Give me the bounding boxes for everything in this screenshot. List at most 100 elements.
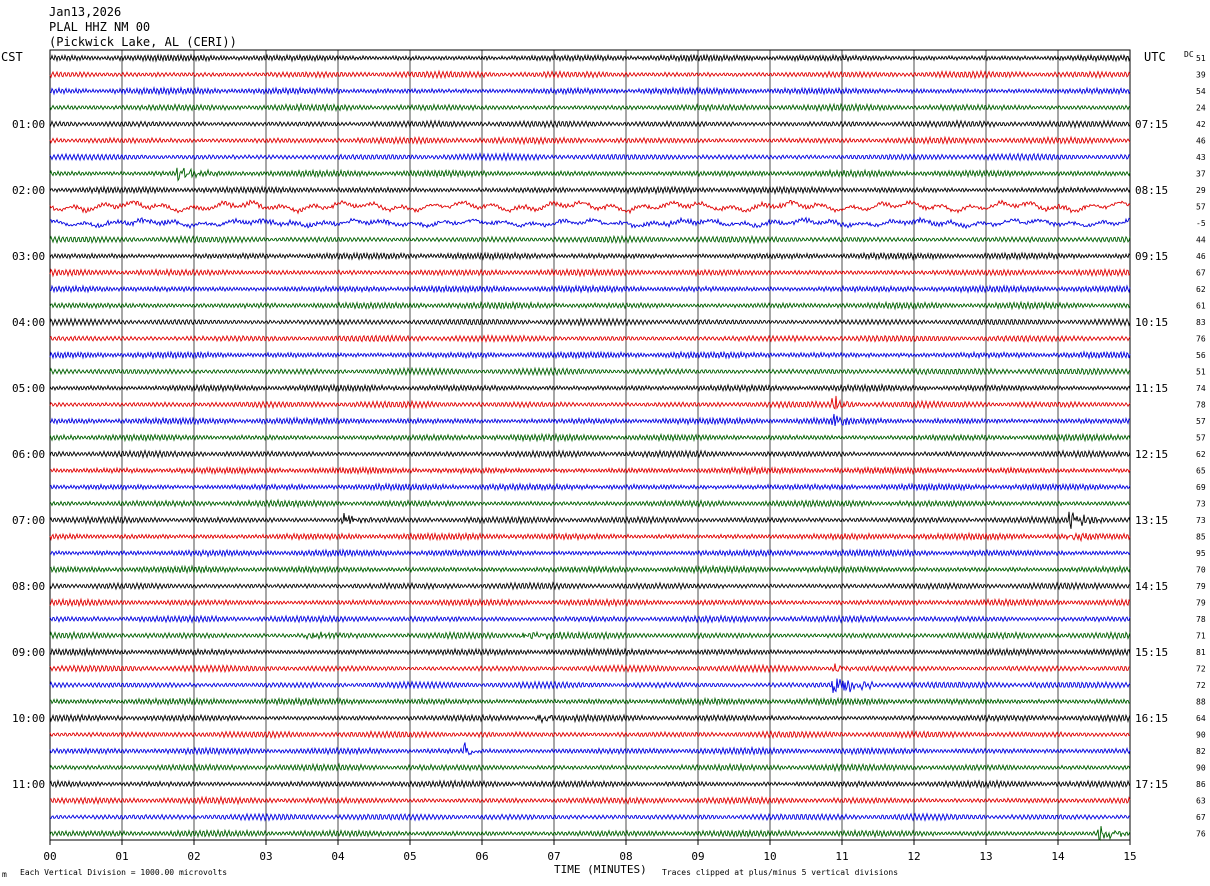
trace-row-20 — [49, 383, 1131, 393]
cst-hour-labels: 01:00 02:00 03:00 04:00 05:00 06:00 07:00 08:00… — [12, 118, 45, 791]
x-tick-label: 15 — [1123, 850, 1136, 863]
x-tick-label: 11 — [835, 850, 848, 863]
dc-offset-label: 67 — [1196, 813, 1206, 822]
dc-offset-label: 29 — [1196, 186, 1206, 195]
trace-row-3 — [49, 102, 1131, 113]
trace-row-1 — [49, 69, 1131, 80]
trace-row-0 — [49, 53, 1131, 63]
dc-offset-label: 51 — [1196, 368, 1206, 377]
dc-offset-label: 46 — [1196, 252, 1206, 261]
dc-offset-label: 71 — [1196, 632, 1206, 641]
trace-row-29 — [49, 531, 1131, 543]
x-tick-label: 12 — [907, 850, 920, 863]
dc-offset-label: 88 — [1196, 698, 1206, 707]
trace-row-26 — [49, 482, 1131, 492]
trace-row-8 — [49, 185, 1131, 196]
trace-row-33 — [49, 597, 1131, 608]
dc-offset-label: 76 — [1196, 335, 1206, 344]
x-tick-label: 04 — [331, 850, 345, 863]
cst-hour-label: 10:00 — [12, 712, 45, 725]
utc-hour-label: 14:15 — [1135, 580, 1168, 593]
clip-note: Traces clipped at plus/minus 5 vertical … — [662, 868, 898, 877]
dc-offset-label: 83 — [1196, 318, 1206, 327]
dc-offset-label: 46 — [1196, 137, 1206, 146]
x-tick-label: 03 — [259, 850, 272, 863]
minute-gridlines — [121, 50, 1059, 840]
dc-offset-label: 72 — [1196, 681, 1206, 690]
trace-row-13 — [49, 267, 1131, 278]
trace-row-28 — [49, 511, 1131, 529]
dc-offset-label: 65 — [1196, 467, 1206, 476]
utc-hour-label: 07:15 — [1135, 118, 1168, 131]
scale-note: Each Vertical Division = 1000.00 microvo… — [20, 868, 227, 877]
utc-hour-label: 13:15 — [1135, 514, 1168, 527]
dc-offset-label: 86 — [1196, 780, 1206, 789]
dc-offset-label: 63 — [1196, 797, 1206, 806]
trace-row-36 — [49, 647, 1131, 657]
trace-row-45 — [49, 795, 1131, 806]
trace-row-41 — [49, 729, 1131, 740]
trace-row-25 — [49, 465, 1131, 476]
trace-row-32 — [49, 581, 1131, 591]
dc-offset-label: 76 — [1196, 830, 1206, 839]
utc-hour-label: 15:15 — [1135, 646, 1168, 659]
trace-row-7 — [49, 167, 1131, 182]
utc-hour-label: 12:15 — [1135, 448, 1168, 461]
trace-row-37 — [49, 663, 1131, 674]
cst-hour-label: 02:00 — [12, 184, 45, 197]
trace-row-31 — [49, 564, 1131, 575]
trace-row-18 — [49, 350, 1131, 360]
dc-offset-label: 90 — [1196, 764, 1206, 773]
cst-hour-label: 04:00 — [12, 316, 45, 329]
dc-offset-label: 57 — [1196, 203, 1206, 212]
trace-row-16 — [49, 317, 1131, 327]
trace-row-39 — [49, 696, 1131, 707]
dc-offset-label: 74 — [1196, 384, 1206, 393]
dc-offset-label: 70 — [1196, 566, 1206, 575]
utc-hour-label: 10:15 — [1135, 316, 1168, 329]
dc-offset-label: 57 — [1196, 417, 1206, 426]
footer-mark: m — [2, 870, 7, 879]
dc-header-label: DC — [1184, 50, 1194, 59]
dc-offset-label: 24 — [1196, 104, 1206, 113]
dc-offset-label: 43 — [1196, 153, 1206, 162]
dc-offset-label: 81 — [1196, 648, 1206, 657]
dc-offset-label: 79 — [1196, 599, 1206, 608]
dc-offset-label: -5 — [1196, 219, 1206, 228]
trace-row-6 — [49, 151, 1131, 162]
plot-frame — [49, 49, 1131, 841]
trace-row-19 — [49, 366, 1131, 377]
cst-hour-label: 07:00 — [12, 514, 45, 527]
utc-hour-label: 09:15 — [1135, 250, 1168, 263]
dc-offset-label: 62 — [1196, 285, 1206, 294]
cst-hour-label: 09:00 — [12, 646, 45, 659]
trace-row-15 — [49, 300, 1131, 311]
cst-hour-label: 03:00 — [12, 250, 45, 263]
dc-offset-label: 64 — [1196, 714, 1206, 723]
x-tick-label: 14 — [1051, 850, 1065, 863]
left-timezone-label: CST — [1, 50, 23, 64]
x-tick-label: 07 — [547, 850, 560, 863]
cst-hour-label: 08:00 — [12, 580, 45, 593]
trace-row-2 — [49, 86, 1131, 96]
dc-offset-label: 39 — [1196, 71, 1206, 80]
cst-hour-label: 06:00 — [12, 448, 45, 461]
x-tick-label: 02 — [187, 850, 200, 863]
dc-offset-label: 79 — [1196, 582, 1206, 591]
trace-row-40 — [49, 713, 1131, 725]
dc-offset-label: 73 — [1196, 500, 1206, 509]
cst-hour-label: 05:00 — [12, 382, 45, 395]
dc-offset-label: 90 — [1196, 731, 1206, 740]
utc-hour-labels: 07:15 08:15 09:15 10:15 11:15 12:15 13:15 14:15… — [1135, 118, 1168, 791]
utc-hour-label: 17:15 — [1135, 778, 1168, 791]
x-tick-label: 01 — [115, 850, 128, 863]
dc-offset-label: 78 — [1196, 401, 1206, 410]
utc-hour-label: 16:15 — [1135, 712, 1168, 725]
trace-row-30 — [49, 548, 1131, 558]
dc-offset-label: 69 — [1196, 483, 1206, 492]
cst-hour-label: 01:00 — [12, 118, 45, 131]
trace-row-24 — [49, 448, 1131, 460]
trace-row-38 — [49, 678, 1131, 693]
date-label: Jan13,2026 — [49, 5, 121, 19]
